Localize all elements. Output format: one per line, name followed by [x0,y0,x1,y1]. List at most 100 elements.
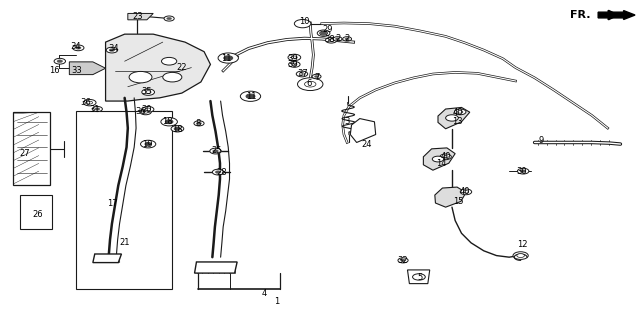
Circle shape [315,76,318,78]
Circle shape [215,171,221,173]
Text: 33: 33 [71,66,82,75]
Text: 18: 18 [162,117,173,126]
Circle shape [212,169,224,175]
Circle shape [326,37,337,43]
Text: 14: 14 [436,159,447,168]
Circle shape [174,127,180,130]
Circle shape [167,17,172,20]
Text: 36: 36 [80,98,90,107]
Text: 10: 10 [299,17,309,26]
Circle shape [312,74,321,79]
Polygon shape [350,119,376,142]
Text: 39: 39 [288,60,298,69]
Circle shape [161,118,177,126]
Text: 22: 22 [176,63,187,72]
Text: 13: 13 [452,117,462,126]
Circle shape [166,120,173,124]
Circle shape [520,170,526,172]
Polygon shape [408,270,430,284]
Text: 9: 9 [538,136,543,145]
Text: 3: 3 [345,117,350,126]
Circle shape [329,39,334,42]
Text: 30: 30 [517,167,527,176]
Text: 8: 8 [195,119,201,128]
Text: 17: 17 [106,198,117,207]
Text: 40: 40 [440,152,451,161]
Text: 27: 27 [20,149,30,158]
Text: 40: 40 [453,108,464,117]
Text: 37: 37 [297,69,308,78]
Circle shape [461,189,471,195]
Circle shape [171,125,183,132]
Circle shape [304,81,316,87]
Circle shape [292,56,297,59]
Polygon shape [438,108,469,129]
Text: 36: 36 [135,107,146,116]
Text: 34: 34 [108,44,119,53]
Text: 32: 32 [397,256,408,265]
Text: 31: 31 [89,105,100,114]
Polygon shape [194,262,237,273]
Circle shape [297,78,323,91]
Circle shape [210,148,221,154]
Circle shape [443,156,448,158]
Polygon shape [128,13,154,20]
Text: 24: 24 [361,140,371,148]
Circle shape [335,38,340,40]
Circle shape [73,45,84,51]
Circle shape [218,53,238,63]
Circle shape [413,274,426,280]
Circle shape [517,168,529,174]
Circle shape [398,258,408,263]
Circle shape [145,91,151,93]
Circle shape [163,72,182,82]
Circle shape [320,31,327,35]
Circle shape [140,109,152,115]
Circle shape [142,89,155,95]
Text: 40: 40 [459,188,470,196]
Circle shape [164,16,174,21]
Circle shape [440,154,452,160]
Circle shape [455,109,466,115]
Text: 12: 12 [517,240,527,249]
Circle shape [213,150,218,153]
Circle shape [109,49,115,52]
Polygon shape [435,187,466,207]
Text: 15: 15 [453,197,464,206]
Circle shape [296,71,308,77]
Text: FR.: FR. [570,10,590,20]
Text: 11: 11 [221,53,232,62]
Circle shape [345,38,349,40]
Text: 20: 20 [141,105,152,114]
Circle shape [143,107,154,112]
Polygon shape [106,34,210,101]
Circle shape [446,115,459,121]
Text: 38: 38 [324,35,334,44]
Circle shape [196,122,201,124]
Circle shape [106,47,118,53]
Text: 23: 23 [132,12,143,21]
Circle shape [322,32,326,34]
Circle shape [129,71,152,83]
Circle shape [240,91,261,101]
Text: 11: 11 [247,92,257,101]
Circle shape [457,111,463,113]
Text: 4: 4 [262,289,267,298]
Text: 39: 39 [288,53,298,62]
Circle shape [95,108,100,110]
Text: 2: 2 [345,35,350,44]
Circle shape [57,60,62,63]
Text: 2: 2 [335,35,340,44]
FancyArrow shape [598,11,635,20]
Text: 25: 25 [211,146,222,155]
Circle shape [83,100,96,106]
Circle shape [224,56,233,60]
Circle shape [433,156,444,162]
Circle shape [289,61,300,67]
Text: 1: 1 [275,297,280,306]
Polygon shape [93,254,122,263]
Circle shape [333,37,342,41]
Polygon shape [20,195,52,228]
Circle shape [75,46,81,49]
Circle shape [517,254,524,258]
